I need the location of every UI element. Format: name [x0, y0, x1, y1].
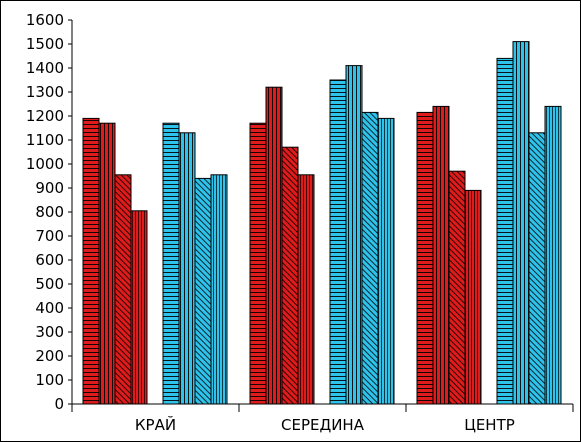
x-tick-label: СЕРЕДИНА [281, 416, 365, 434]
bar [178, 132, 196, 405]
x-axis: КРАЙ СЕРЕДИНА ЦЕНТР [71, 403, 574, 434]
y-tick-label: 100 [35, 371, 64, 389]
bars [82, 41, 562, 405]
bar [512, 41, 530, 405]
bar [361, 111, 379, 405]
bar [345, 65, 363, 405]
bar [114, 174, 132, 405]
y-tick-label: 400 [35, 299, 64, 317]
y-axis: 0 100 200 300 400 500 600 700 800 900 1000 1100 1200… [26, 11, 73, 413]
y-tick-label: 700 [35, 227, 64, 245]
bar [265, 86, 283, 405]
y-tick-label: 1000 [26, 155, 64, 173]
y-tick-label: 200 [35, 347, 64, 365]
bar [82, 117, 100, 405]
bar [210, 174, 228, 405]
bar [432, 105, 450, 405]
x-tick-label: ЦЕНТР [464, 416, 515, 434]
bar [98, 122, 116, 405]
y-tick-label: 1400 [26, 59, 64, 77]
bar [130, 210, 148, 405]
bar [281, 146, 299, 405]
y-tick-label: 900 [35, 179, 64, 197]
bar [162, 122, 180, 405]
x-tick-label: КРАЙ [135, 415, 176, 434]
bar [448, 170, 466, 405]
y-tick-label: 800 [35, 203, 64, 221]
y-tick-label: 1300 [26, 83, 64, 101]
bar [297, 174, 315, 405]
y-tick-label: 1600 [26, 11, 64, 29]
bar [329, 79, 347, 405]
bar [528, 132, 546, 405]
y-tick-label: 1500 [26, 35, 64, 53]
bar [377, 117, 395, 405]
y-tick-label: 1100 [26, 131, 64, 149]
bar [544, 105, 562, 405]
y-tick-label: 500 [35, 275, 64, 293]
bar [249, 122, 267, 405]
y-tick-label: 0 [54, 395, 64, 413]
bar [496, 57, 514, 405]
y-tick-label: 600 [35, 251, 64, 269]
bar [416, 111, 434, 405]
y-tick-label: 1200 [26, 107, 64, 125]
bar [194, 177, 212, 405]
bar [464, 189, 482, 405]
y-tick-label: 300 [35, 323, 64, 341]
